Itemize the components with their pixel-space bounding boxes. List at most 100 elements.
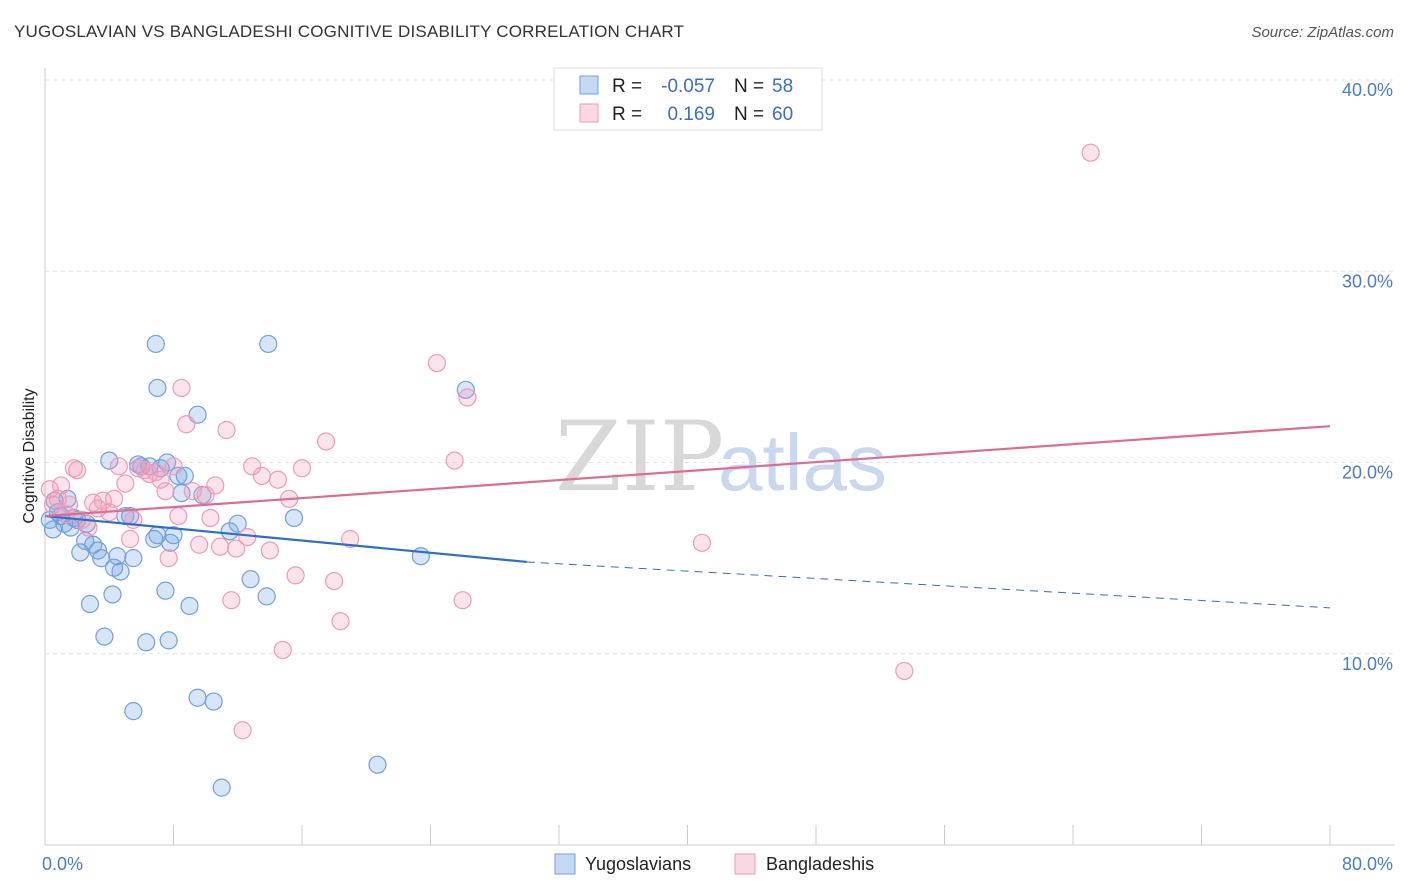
watermark-zip: ZIP xyxy=(555,401,724,513)
legend-n-label: N = xyxy=(734,104,764,125)
bottom-legend-swatch-yugoslavians xyxy=(554,853,576,875)
point-bangladeshis xyxy=(177,415,196,434)
y-tick-label: 10.0% xyxy=(1342,654,1393,674)
point-yugoslavians xyxy=(95,627,114,646)
point-bangladeshis xyxy=(51,476,71,495)
point-bangladeshis xyxy=(59,495,79,514)
point-bangladeshis xyxy=(895,661,914,681)
point-yugoslavians xyxy=(146,334,165,354)
axes xyxy=(44,68,1395,846)
trend-line-bangladeshis xyxy=(44,425,1331,518)
point-bangladeshis xyxy=(43,495,63,514)
legend-r-label: R = xyxy=(612,76,642,97)
trend-lines xyxy=(44,425,1331,609)
point-bangladeshis xyxy=(260,541,279,560)
point-yugoslavians xyxy=(204,692,223,711)
point-yugoslavians xyxy=(284,508,304,528)
legend-swatch-yugoslavians xyxy=(579,75,599,95)
point-bangladeshis xyxy=(292,459,312,478)
point-yugoslavians xyxy=(241,570,260,589)
point-bangladeshis xyxy=(458,388,477,407)
point-bangladeshis xyxy=(206,476,225,495)
point-yugoslavians xyxy=(103,585,122,604)
bottom-legend: Yugoslavians Bangladeshis xyxy=(554,853,874,875)
point-yugoslavians xyxy=(259,334,278,354)
point-bangladeshis xyxy=(325,571,344,591)
point-yugoslavians xyxy=(92,549,111,568)
point-bangladeshis xyxy=(268,470,288,489)
point-bangladeshis xyxy=(210,537,230,556)
point-bangladeshis xyxy=(169,506,188,526)
source-credit: Source: ZipAtlas.com xyxy=(1251,24,1394,41)
legend-n-label: N = xyxy=(734,76,764,97)
point-bangladeshis xyxy=(222,591,241,610)
point-yugoslavians xyxy=(169,466,188,485)
point-bangladeshis xyxy=(227,539,246,558)
point-bangladeshis xyxy=(238,527,257,547)
watermark: ZIP atlas xyxy=(555,401,887,513)
point-yugoslavians xyxy=(257,587,276,606)
point-bangladeshis xyxy=(341,529,360,549)
point-yugoslavians xyxy=(84,535,103,554)
point-yugoslavians xyxy=(164,526,183,545)
point-bangladeshis xyxy=(151,470,170,489)
point-bangladeshis xyxy=(427,353,447,373)
trend-line-yugoslavians xyxy=(44,514,527,564)
point-bangladeshis xyxy=(172,378,191,398)
point-yugoslavians xyxy=(124,702,143,721)
legend-n-value-yugoslavians: 58 xyxy=(772,76,793,97)
point-bangladeshis xyxy=(164,457,183,476)
legend-r-value-bangladeshis: 0.169 xyxy=(667,104,715,125)
point-yugoslavians xyxy=(124,549,143,568)
point-bangladeshis xyxy=(273,640,292,660)
point-bangladeshis xyxy=(159,549,178,568)
y-tick-label: 40.0% xyxy=(1342,80,1393,100)
point-yugoslavians xyxy=(111,562,130,581)
point-yugoslavians xyxy=(108,547,127,566)
point-yugoslavians xyxy=(80,594,100,614)
point-bangladeshis xyxy=(79,518,98,537)
point-yugoslavians xyxy=(188,688,207,707)
legend-box: R = -0.057 N = 58 R = 0.169 N = 60 xyxy=(553,67,823,131)
point-bangladeshis xyxy=(252,466,271,485)
legend-r-label: R = xyxy=(612,104,642,125)
x-tick-label: 0.0% xyxy=(42,854,83,874)
legend-swatch-bangladeshis xyxy=(579,103,599,123)
y-tick-label: 30.0% xyxy=(1342,271,1393,291)
point-bangladeshis xyxy=(692,533,712,552)
point-yugoslavians xyxy=(228,514,247,533)
point-bangladeshis xyxy=(48,489,67,508)
point-yugoslavians xyxy=(148,378,167,398)
point-bangladeshis xyxy=(453,591,472,610)
point-bangladeshis xyxy=(64,459,84,478)
point-yugoslavians xyxy=(180,596,199,616)
tick-labels: 10.0% 20.0% 30.0% 40.0% 0.0% 80.0% xyxy=(42,80,1393,874)
point-yugoslavians xyxy=(156,581,175,600)
legend-r-value-yugoslavians: -0.057 xyxy=(661,76,715,97)
point-bangladeshis xyxy=(104,489,124,508)
point-bangladeshis xyxy=(129,459,148,478)
point-yugoslavians xyxy=(456,380,475,399)
point-bangladeshis xyxy=(140,464,159,484)
point-bangladeshis xyxy=(1081,143,1100,162)
legend-n-value-bangladeshis: 60 xyxy=(772,104,793,125)
point-bangladeshis xyxy=(316,432,336,451)
point-yugoslavians xyxy=(100,451,119,470)
point-bangladeshis xyxy=(68,461,87,480)
trend-extension-yugoslavians xyxy=(526,561,1331,609)
point-bangladeshis xyxy=(121,529,140,549)
point-bangladeshis xyxy=(217,420,236,440)
point-yugoslavians xyxy=(159,631,178,650)
point-bangladeshis xyxy=(190,535,209,554)
point-bangladeshis xyxy=(233,721,252,740)
point-bangladeshis xyxy=(243,457,262,476)
point-yugoslavians xyxy=(43,520,63,539)
x-tick-label: 80.0% xyxy=(1342,854,1393,874)
point-yugoslavians xyxy=(172,484,191,503)
point-bangladeshis xyxy=(196,485,215,505)
point-bangladeshis xyxy=(109,457,128,476)
grid-lines xyxy=(45,79,1395,655)
point-bangladeshis xyxy=(93,491,112,510)
point-bangladeshis xyxy=(116,474,135,493)
